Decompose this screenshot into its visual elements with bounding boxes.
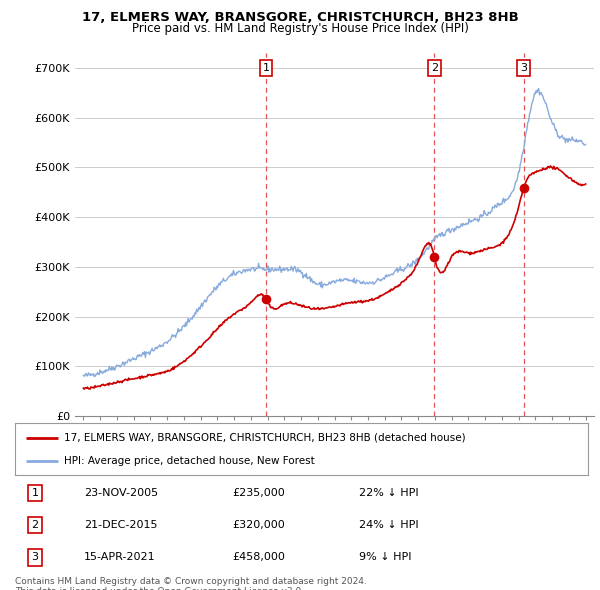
Text: 2: 2 [431, 63, 438, 73]
Text: 22% ↓ HPI: 22% ↓ HPI [359, 489, 418, 498]
Text: 1: 1 [262, 63, 269, 73]
Text: 1: 1 [32, 489, 38, 498]
Text: HPI: Average price, detached house, New Forest: HPI: Average price, detached house, New … [64, 456, 314, 466]
Text: Price paid vs. HM Land Registry's House Price Index (HPI): Price paid vs. HM Land Registry's House … [131, 22, 469, 35]
Text: 9% ↓ HPI: 9% ↓ HPI [359, 552, 412, 562]
Text: 3: 3 [520, 63, 527, 73]
Text: Contains HM Land Registry data © Crown copyright and database right 2024.
This d: Contains HM Land Registry data © Crown c… [15, 577, 367, 590]
Text: 2: 2 [31, 520, 38, 530]
Text: 24% ↓ HPI: 24% ↓ HPI [359, 520, 418, 530]
Text: 21-DEC-2015: 21-DEC-2015 [84, 520, 157, 530]
Text: £235,000: £235,000 [233, 489, 286, 498]
Text: 17, ELMERS WAY, BRANSGORE, CHRISTCHURCH, BH23 8HB (detached house): 17, ELMERS WAY, BRANSGORE, CHRISTCHURCH,… [64, 432, 466, 442]
Text: 3: 3 [32, 552, 38, 562]
Text: 23-NOV-2005: 23-NOV-2005 [84, 489, 158, 498]
Text: £320,000: £320,000 [233, 520, 286, 530]
Text: £458,000: £458,000 [233, 552, 286, 562]
Text: 15-APR-2021: 15-APR-2021 [84, 552, 155, 562]
Text: 17, ELMERS WAY, BRANSGORE, CHRISTCHURCH, BH23 8HB: 17, ELMERS WAY, BRANSGORE, CHRISTCHURCH,… [82, 11, 518, 24]
